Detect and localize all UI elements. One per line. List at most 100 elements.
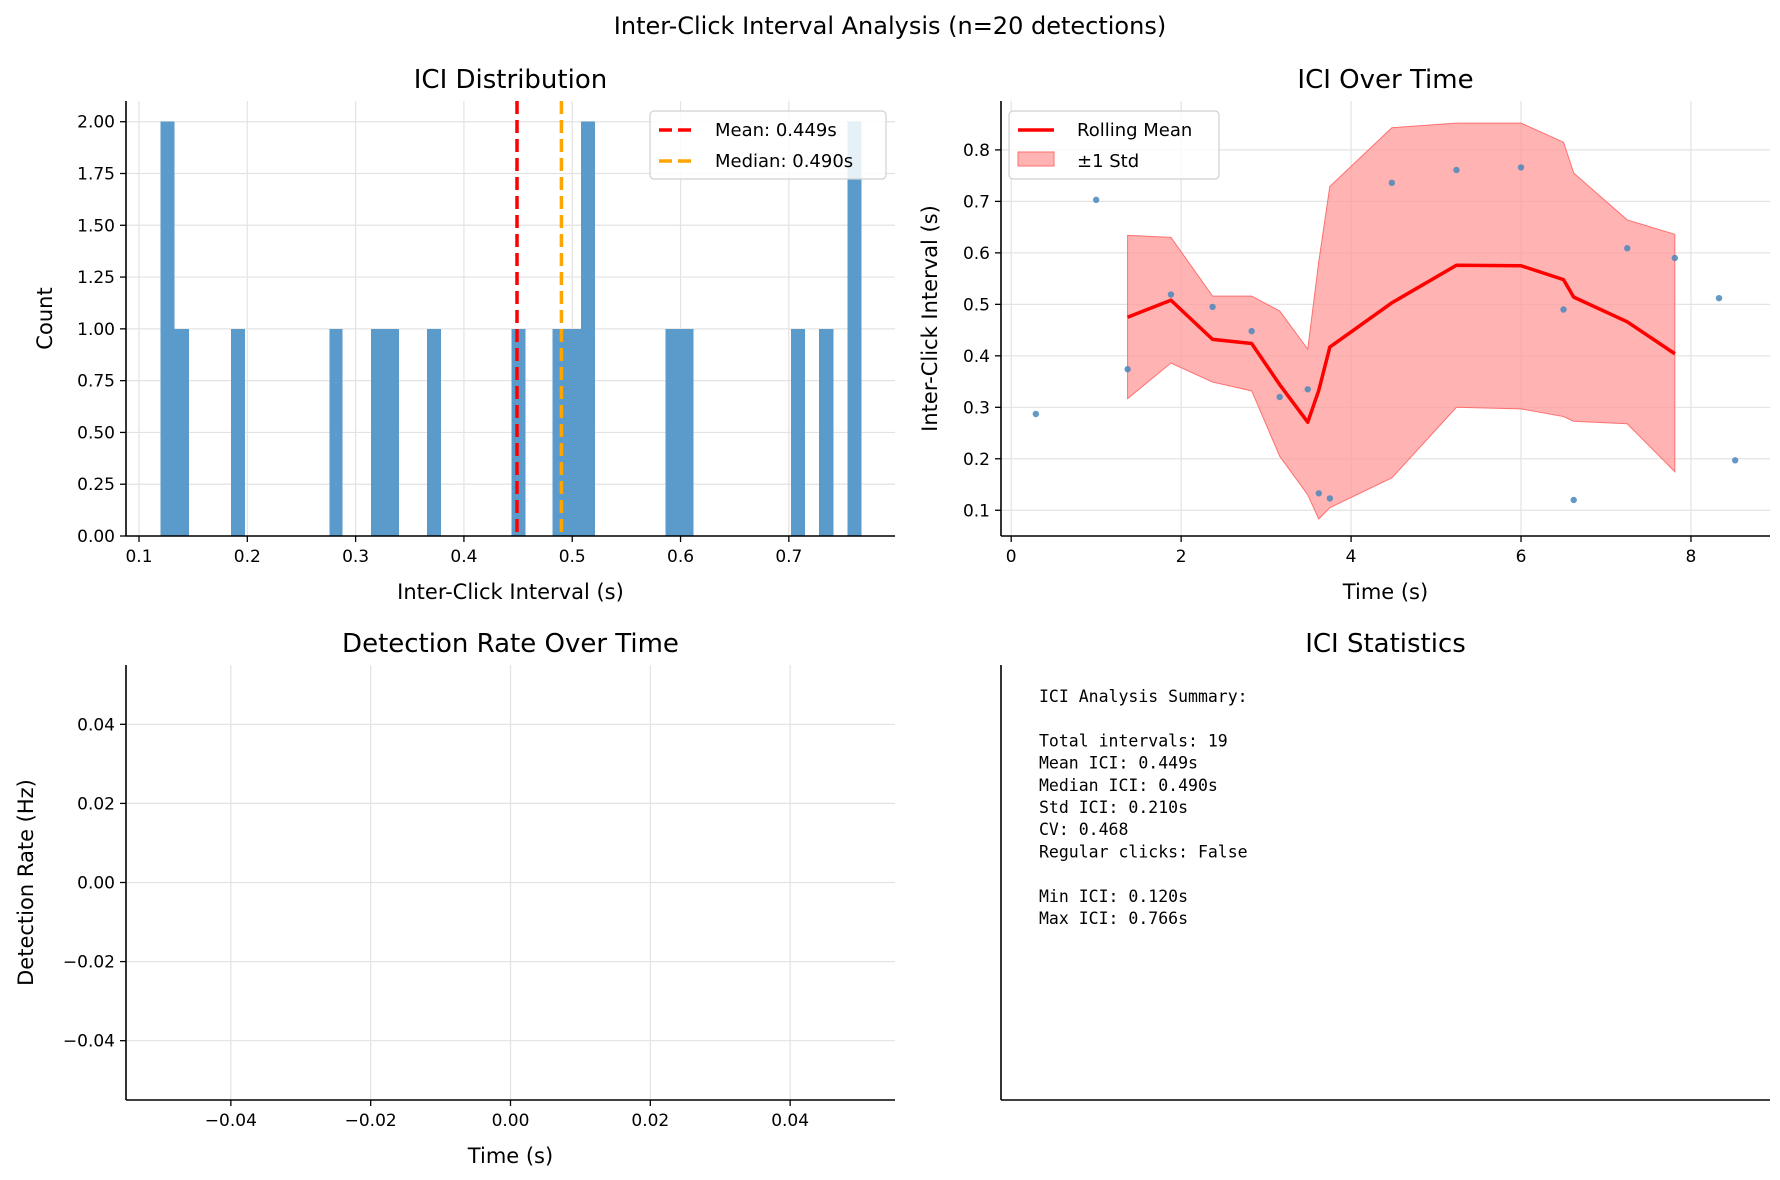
ici-distribution-panel: 0.1 0.2 0.3 0.4 0.5 0.6 0.7 0.00 0.25 0.50 0.75 1.0… xyxy=(33,65,895,604)
x-axis-label: Time (s) xyxy=(1342,580,1428,604)
y-tick-label: 0.7 xyxy=(963,192,990,212)
x-tick-label: 4 xyxy=(1346,547,1357,567)
y-tick-label: 1.25 xyxy=(77,268,115,288)
ici-point xyxy=(1453,166,1460,174)
legend-box xyxy=(649,110,887,180)
x-tick-label: 0.02 xyxy=(631,1111,669,1131)
x-tick-label: 0.00 xyxy=(492,1111,530,1131)
y-tick-label: 1.75 xyxy=(77,165,115,185)
y-tick-label: 0.1 xyxy=(963,501,990,521)
y-axis-label: Inter-Click Interval (s) xyxy=(918,205,942,432)
histogram-bar xyxy=(791,328,806,536)
chart-title: ICI Statistics xyxy=(1305,629,1466,659)
ici-point xyxy=(1032,410,1040,418)
summary-line: Mean ICI: 0.449s xyxy=(1039,754,1198,773)
y-axis-label: Detection Rate (Hz) xyxy=(14,779,38,986)
ici-statistics-panel: ICI Statistics ICI Analysis Summary: Total… xyxy=(1000,629,1770,1101)
legend-rolling-mean-label: Rolling Mean xyxy=(1077,120,1192,141)
x-tick-label: −0.04 xyxy=(205,1111,257,1131)
ici-point xyxy=(1124,366,1131,373)
histogram-bar xyxy=(329,328,343,536)
legend-median-label: Median: 0.490s xyxy=(715,151,853,172)
histogram-bar xyxy=(174,328,189,536)
y-tick-label: 2.00 xyxy=(77,113,115,133)
y-tick-label: 1.50 xyxy=(77,216,115,236)
histogram-bar xyxy=(231,328,246,536)
ici-point xyxy=(1624,245,1631,252)
x-tick-label: 6 xyxy=(1516,547,1527,567)
legend-mean-label: Mean: 0.449s xyxy=(715,120,837,141)
legend-box xyxy=(1008,110,1220,180)
x-axis-label: Time (s) xyxy=(467,1144,553,1168)
y-tick-label: 0.50 xyxy=(77,423,115,443)
summary-line: ICI Analysis Summary: xyxy=(1039,687,1248,706)
y-tick-label: 0.5 xyxy=(963,295,990,315)
figure-suptitle: Inter-Click Interval Analysis (n=20 dete… xyxy=(614,12,1166,40)
summary-line: CV: 0.468 xyxy=(1039,820,1128,839)
y-axis-label: Count xyxy=(33,287,57,349)
histogram-bar xyxy=(370,328,385,536)
x-tick-label: 0.04 xyxy=(771,1111,809,1131)
ici-point xyxy=(1326,495,1334,502)
x-tick-label: 2 xyxy=(1176,547,1187,567)
y-tick-label: 0.3 xyxy=(963,398,990,418)
histogram-bar xyxy=(819,328,834,536)
x-tick-label: 0.5 xyxy=(559,547,586,567)
ici-point xyxy=(1517,164,1525,171)
y-tick-label: 0.4 xyxy=(963,347,990,367)
x-tick-label: 0.3 xyxy=(342,547,369,567)
y-tick-label: 0.02 xyxy=(77,794,115,814)
summary-line: Regular clicks: False xyxy=(1039,842,1248,861)
histogram-bar xyxy=(847,121,862,536)
legend-std-label: ±1 Std xyxy=(1077,151,1139,172)
ici-point xyxy=(1570,496,1577,504)
rolling-mean-line xyxy=(1126,263,1676,424)
ici-point xyxy=(1731,457,1739,464)
ici-point xyxy=(1276,393,1283,401)
ici-point xyxy=(1209,303,1216,311)
ici-point xyxy=(1248,327,1255,335)
chart-title: ICI Distribution xyxy=(414,65,607,95)
ici-point xyxy=(1304,386,1311,393)
ici-point xyxy=(1315,490,1322,497)
std-band xyxy=(1127,122,1676,520)
legend-std-swatch xyxy=(1017,151,1055,167)
y-tick-label: −0.02 xyxy=(63,953,115,973)
detection-rate-panel: −0.04 −0.02 0.00 0.02 0.04 −0.04 −0.02 0.00 0.02… xyxy=(14,629,895,1168)
y-tick-label: 0.75 xyxy=(77,372,115,392)
x-tick-label: 8 xyxy=(1686,547,1697,567)
ici-point xyxy=(1388,179,1396,187)
x-tick-label: 0.4 xyxy=(450,547,477,567)
ici-over-time-panel: 0 2 4 6 8 0.1 0.2 0.3 0.4 0.5 0.6 0.7 0.8 ICI Over Ti… xyxy=(918,65,1770,604)
y-tick-label: 0.2 xyxy=(963,450,990,470)
chart-title: ICI Over Time xyxy=(1297,65,1473,95)
x-tick-label: −0.02 xyxy=(345,1111,397,1131)
y-tick-label: 0.8 xyxy=(963,141,990,161)
legend: Mean: 0.449s Median: 0.490s xyxy=(649,110,887,180)
summary-line: Min ICI: 0.120s xyxy=(1039,887,1188,906)
histogram-bar xyxy=(566,328,581,536)
summary-line: Max ICI: 0.766s xyxy=(1039,909,1188,928)
summary-line: Total intervals: 19 xyxy=(1039,731,1228,750)
y-tick-label: 1.00 xyxy=(77,320,115,340)
ici-point xyxy=(1715,294,1723,302)
ici-point xyxy=(1671,254,1679,262)
histogram-bar xyxy=(679,328,694,536)
chart-title: Detection Rate Over Time xyxy=(342,629,679,659)
legend: Rolling Mean ±1 Std xyxy=(1008,110,1220,180)
summary-line: Median ICI: 0.490s xyxy=(1039,776,1218,795)
x-tick-label: 0 xyxy=(1006,547,1017,567)
x-tick-label: 0.2 xyxy=(234,547,261,567)
x-tick-label: 0.7 xyxy=(775,547,802,567)
y-tick-label: 0.04 xyxy=(77,715,115,735)
y-tick-label: −0.04 xyxy=(63,1032,115,1052)
y-tick-label: 0.6 xyxy=(963,244,990,264)
x-tick-label: 0.1 xyxy=(125,547,152,567)
x-axis-label: Inter-Click Interval (s) xyxy=(397,580,624,604)
histogram-bar xyxy=(580,121,595,536)
y-tick-label: 0.00 xyxy=(77,527,115,547)
histogram-bar xyxy=(427,328,442,536)
ici-point xyxy=(1092,196,1100,204)
y-tick-label: 0.00 xyxy=(77,874,115,894)
